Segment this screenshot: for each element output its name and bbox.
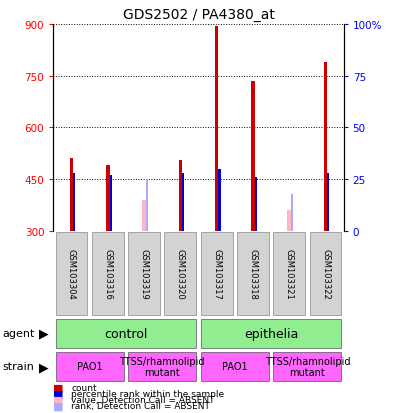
Bar <box>56 232 87 315</box>
Text: value, Detection Call = ABSENT: value, Detection Call = ABSENT <box>71 395 214 404</box>
Bar <box>56 319 196 348</box>
Bar <box>215 26 218 231</box>
Bar <box>182 173 184 231</box>
Bar <box>56 352 124 381</box>
Bar <box>106 166 109 231</box>
Text: ■: ■ <box>53 401 64 411</box>
Bar <box>310 232 341 315</box>
Bar <box>218 169 221 231</box>
Bar <box>291 194 293 231</box>
Text: ▶: ▶ <box>39 360 48 373</box>
Bar <box>255 178 257 231</box>
Title: GDS2502 / PA4380_at: GDS2502 / PA4380_at <box>122 8 275 22</box>
Text: strain: strain <box>2 361 34 372</box>
Text: GSM103316: GSM103316 <box>103 248 112 299</box>
Text: epithelia: epithelia <box>244 327 298 340</box>
Text: GSM103317: GSM103317 <box>212 248 221 299</box>
Bar <box>146 180 148 231</box>
Text: GSM103322: GSM103322 <box>321 248 330 299</box>
Bar <box>201 319 341 348</box>
Bar <box>327 173 329 231</box>
Bar <box>142 200 146 231</box>
Text: PAO1: PAO1 <box>222 361 248 372</box>
Text: ▶: ▶ <box>39 327 48 340</box>
Bar <box>273 352 341 381</box>
Text: GSM103320: GSM103320 <box>176 248 185 299</box>
Bar <box>201 352 269 381</box>
Bar <box>251 82 255 231</box>
Text: PAO1: PAO1 <box>77 361 102 372</box>
Bar <box>128 232 160 315</box>
Bar <box>128 352 196 381</box>
Text: GSM103304: GSM103304 <box>67 248 76 299</box>
Text: ■: ■ <box>53 382 64 392</box>
Bar <box>109 176 112 231</box>
Text: control: control <box>104 327 148 340</box>
Bar <box>237 232 269 315</box>
Bar <box>92 232 124 315</box>
Text: count: count <box>71 383 97 392</box>
Text: ■: ■ <box>53 389 64 399</box>
Bar <box>73 173 75 231</box>
Text: GSM103319: GSM103319 <box>139 248 149 299</box>
Bar <box>201 232 233 315</box>
Bar <box>70 159 73 231</box>
Text: percentile rank within the sample: percentile rank within the sample <box>71 389 224 398</box>
Bar <box>324 63 327 231</box>
Bar <box>288 211 291 231</box>
Text: agent: agent <box>2 328 34 339</box>
Text: TTSS/rhamnolipid
mutant: TTSS/rhamnolipid mutant <box>119 356 205 377</box>
Text: GSM103318: GSM103318 <box>248 248 258 299</box>
Text: ■: ■ <box>53 395 64 405</box>
Text: rank, Detection Call = ABSENT: rank, Detection Call = ABSENT <box>71 401 210 411</box>
Bar <box>179 161 182 231</box>
Text: GSM103321: GSM103321 <box>285 248 294 299</box>
Text: TTSS/rhamnolipid
mutant: TTSS/rhamnolipid mutant <box>265 356 350 377</box>
Bar <box>164 232 196 315</box>
Bar <box>273 232 305 315</box>
